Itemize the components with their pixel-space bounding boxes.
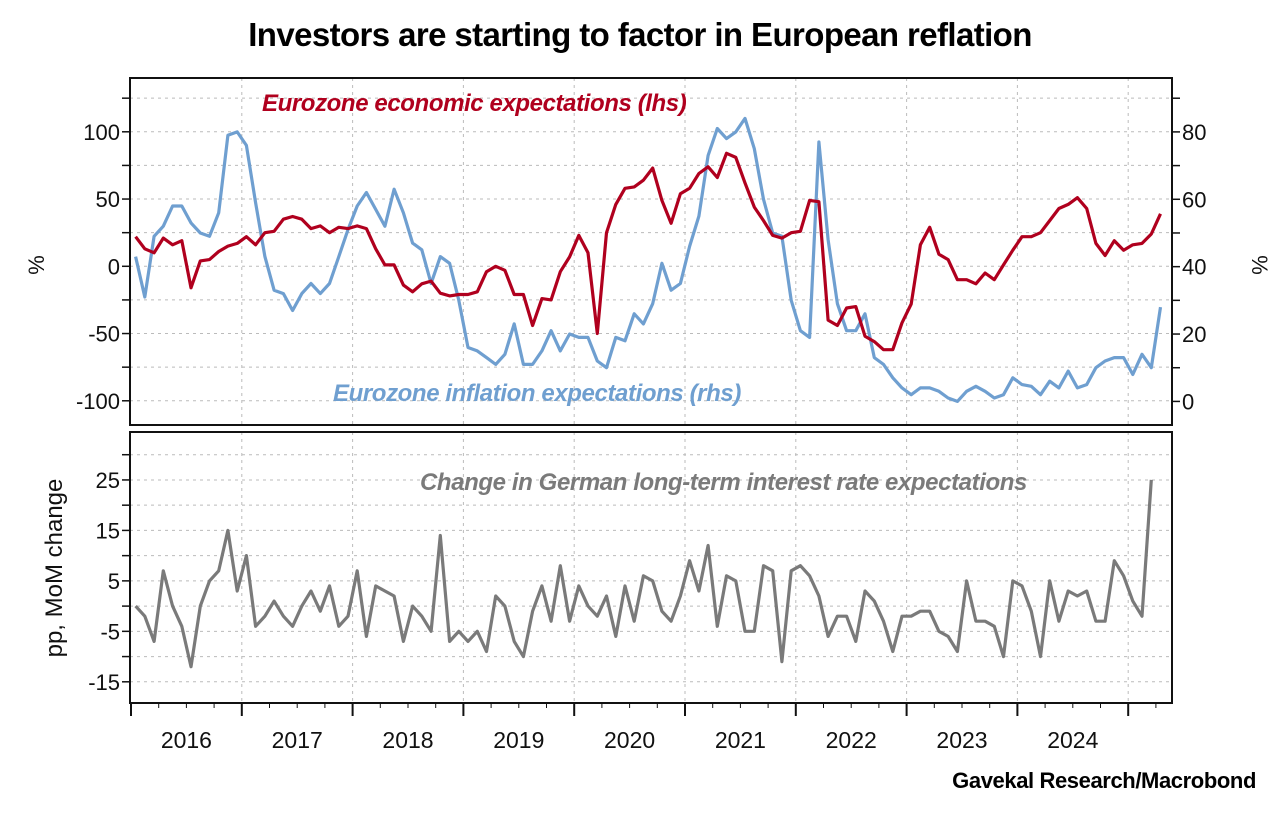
y-tick-label-bottom: 5 bbox=[108, 569, 120, 594]
y-tick-label-left: 0 bbox=[108, 254, 120, 279]
y-tick-label-right: 0 bbox=[1182, 389, 1194, 414]
series-label-rates: Change in German long-term interest rate… bbox=[420, 469, 1027, 496]
series-label-inflation: Eurozone inflation expectations (rhs) bbox=[333, 380, 741, 407]
y-tick-label-bottom: 25 bbox=[96, 468, 120, 493]
economic-expectations-line bbox=[134, 151, 1162, 352]
y-tick-label-right: 40 bbox=[1182, 255, 1206, 280]
series-label-economic: Eurozone economic expectations (lhs) bbox=[262, 90, 687, 117]
source-credit: Gavekal Research/Macrobond bbox=[952, 768, 1256, 793]
top-panel-frame bbox=[129, 77, 1173, 426]
y-tick-label-right: 80 bbox=[1182, 120, 1206, 145]
y-tick-label-left: 100 bbox=[83, 120, 120, 145]
y-tick-label-right: 60 bbox=[1182, 187, 1206, 212]
x-tick-label: 2022 bbox=[826, 727, 877, 753]
y-axis-label-right: % bbox=[1247, 255, 1272, 275]
x-tick-label: 2017 bbox=[272, 727, 323, 753]
x-tick-label: 2024 bbox=[1047, 727, 1098, 753]
x-tick-label: 2016 bbox=[161, 727, 212, 753]
x-tick-label: 2019 bbox=[493, 727, 544, 753]
y-tick-label-bottom: 15 bbox=[96, 518, 120, 543]
chart-title: Investors are starting to factor in Euro… bbox=[248, 16, 1032, 53]
y-axis-label-left: % bbox=[24, 255, 49, 275]
y-tick-label-right: 20 bbox=[1182, 322, 1206, 347]
y-tick-label-bottom: -5 bbox=[100, 619, 120, 644]
inflation-expectations-line bbox=[134, 116, 1163, 403]
y-tick-label-left: 50 bbox=[96, 187, 120, 212]
y-tick-label-left: -100 bbox=[76, 389, 120, 414]
x-tick-label: 2023 bbox=[936, 727, 987, 753]
y-tick-label-left: -50 bbox=[88, 322, 120, 347]
interest-rate-change-line bbox=[134, 479, 1153, 669]
x-tick-label: 2021 bbox=[715, 727, 766, 753]
y-tick-label-bottom: -15 bbox=[88, 670, 120, 695]
x-tick-label: 2020 bbox=[604, 727, 655, 753]
x-tick-label: 2018 bbox=[382, 727, 433, 753]
y-axis-label-bottom: pp, MoM change bbox=[41, 479, 68, 658]
bottom-panel-frame bbox=[129, 431, 1173, 704]
